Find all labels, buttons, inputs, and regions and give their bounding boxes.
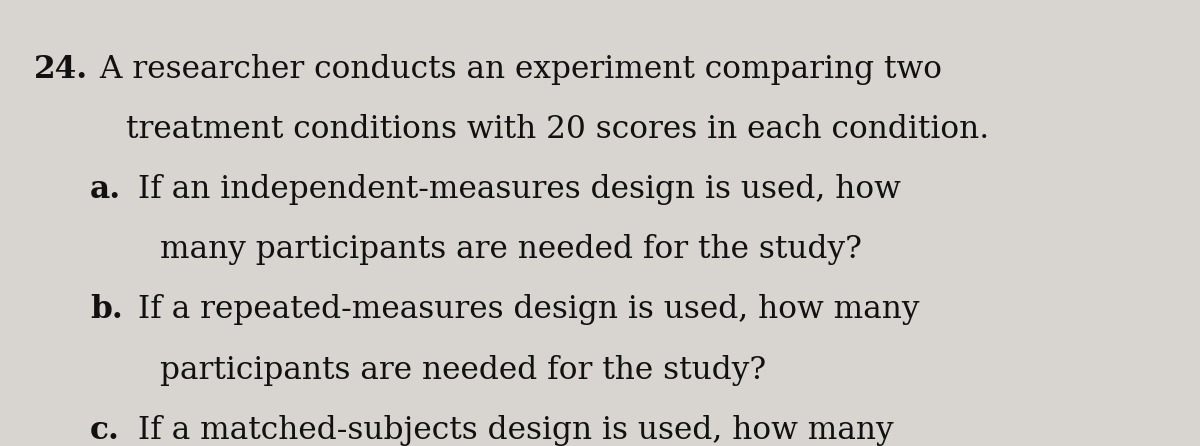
Text: many participants are needed for the study?: many participants are needed for the stu… bbox=[160, 234, 862, 265]
Text: If a repeated-measures design is used, how many: If a repeated-measures design is used, h… bbox=[128, 294, 920, 326]
Text: If a matched-subjects design is used, how many: If a matched-subjects design is used, ho… bbox=[128, 415, 894, 446]
Text: a.: a. bbox=[90, 174, 121, 205]
Text: treatment conditions with 20 scores in each condition.: treatment conditions with 20 scores in e… bbox=[126, 114, 989, 145]
Text: b.: b. bbox=[90, 294, 122, 326]
Text: A researcher conducts an experiment comparing two: A researcher conducts an experiment comp… bbox=[90, 54, 942, 85]
Text: c.: c. bbox=[90, 415, 120, 446]
Text: participants are needed for the study?: participants are needed for the study? bbox=[160, 355, 766, 386]
Text: 24.: 24. bbox=[34, 54, 88, 85]
Text: If an independent-measures design is used, how: If an independent-measures design is use… bbox=[128, 174, 901, 205]
